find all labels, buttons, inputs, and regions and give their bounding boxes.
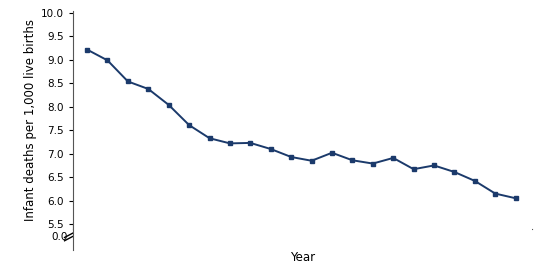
Text: 0.0: 0.0 [52, 232, 68, 242]
Y-axis label: Infant deaths per 1,000 live births: Infant deaths per 1,000 live births [24, 19, 36, 221]
X-axis label: Year: Year [290, 251, 315, 264]
